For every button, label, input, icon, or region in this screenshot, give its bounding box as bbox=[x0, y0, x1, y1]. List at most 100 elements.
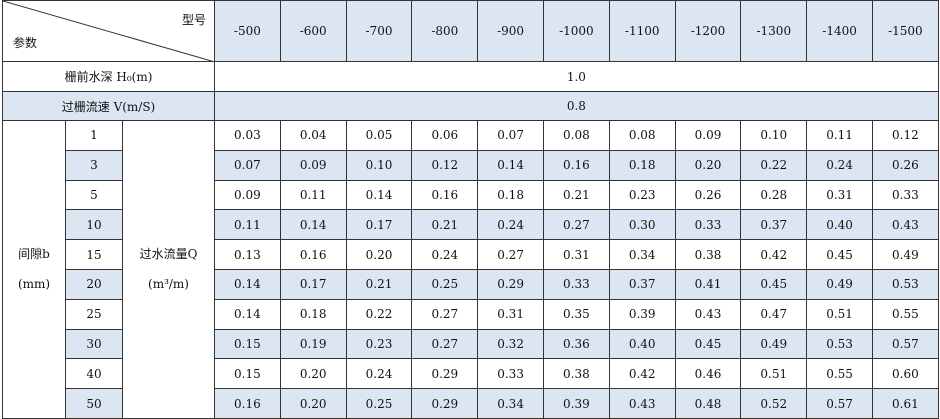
flow-value: 0.45 bbox=[806, 239, 873, 270]
table-row: 20 0.14 0.17 0.21 0.25 0.29 0.33 0.37 0.41 0.45 0.… bbox=[3, 268, 939, 300]
flow-value: 0.37 bbox=[740, 209, 808, 241]
flow-value: 0.08 bbox=[543, 120, 610, 151]
flow-value: 0.52 bbox=[740, 388, 808, 419]
flow-value: 0.23 bbox=[345, 328, 413, 360]
flow-name: 过水流量Q bbox=[139, 247, 198, 262]
table-row: 10 0.11 0.14 0.17 0.21 0.24 0.27 0.30 0.33 0.37 0.… bbox=[3, 209, 939, 241]
flow-value: 0.18 bbox=[608, 149, 676, 181]
flow-value: 0.49 bbox=[806, 268, 873, 300]
flow-value: 0.23 bbox=[608, 179, 676, 211]
corner-cell: 型号 参数 bbox=[1, 0, 216, 62]
flow-value: 0.35 bbox=[543, 298, 610, 330]
gap-label: 间隙b (mm) bbox=[2, 120, 66, 419]
flow-value: 0.15 bbox=[214, 328, 281, 360]
table-row: 过栅流速 V(m/S) 0.8 bbox=[1, 91, 939, 121]
flow-value: 0.05 bbox=[345, 120, 413, 151]
flow-value: 0.21 bbox=[411, 209, 479, 241]
flow-value: 0.18 bbox=[477, 179, 544, 211]
flow-value: 0.41 bbox=[674, 268, 742, 300]
flow-value: 0.42 bbox=[740, 239, 808, 270]
flow-value: 0.47 bbox=[740, 298, 808, 330]
flow-value: 0.27 bbox=[411, 328, 479, 360]
flow-value: 0.53 bbox=[806, 328, 873, 360]
flow-value: 0.16 bbox=[411, 179, 479, 211]
flow-value: 0.10 bbox=[345, 149, 413, 181]
flow-value: 0.49 bbox=[871, 239, 939, 270]
flow-value: 0.51 bbox=[806, 298, 873, 330]
flow-value: 0.11 bbox=[806, 120, 873, 151]
flow-value: 0.38 bbox=[543, 358, 610, 390]
flow-value: 0.14 bbox=[214, 268, 281, 300]
model-header: -1000 bbox=[543, 0, 610, 62]
table-row: 50 0.16 0.20 0.25 0.29 0.34 0.39 0.43 0.48 0.52 0.… bbox=[3, 388, 939, 419]
gap-value: 25 bbox=[65, 298, 123, 330]
flow-value: 0.09 bbox=[279, 149, 347, 181]
flow-value: 0.07 bbox=[214, 149, 281, 181]
gap-unit: (mm) bbox=[17, 277, 51, 292]
flow-value: 0.29 bbox=[411, 358, 479, 390]
model-header: -800 bbox=[411, 0, 479, 62]
flow-value: 0.16 bbox=[214, 388, 281, 419]
model-header: -1500 bbox=[871, 0, 939, 62]
flow-value: 0.14 bbox=[345, 179, 413, 211]
model-header: -1200 bbox=[674, 0, 742, 62]
flow-value: 0.14 bbox=[279, 209, 347, 241]
flow-value: 0.03 bbox=[214, 120, 281, 151]
flow-value: 0.29 bbox=[411, 388, 479, 419]
flow-value: 0.25 bbox=[345, 388, 413, 419]
model-header: -1400 bbox=[806, 0, 873, 62]
flow-value: 0.16 bbox=[543, 149, 610, 181]
gap-value: 20 bbox=[65, 268, 123, 300]
flow-value: 0.40 bbox=[806, 209, 873, 241]
table-row: 40 0.15 0.20 0.24 0.29 0.33 0.38 0.42 0.46 0.51 0.… bbox=[3, 358, 939, 390]
flow-value: 0.33 bbox=[543, 268, 610, 300]
flow-value: 0.43 bbox=[871, 209, 939, 241]
flow-value: 0.60 bbox=[871, 358, 939, 390]
flow-value: 0.27 bbox=[477, 239, 544, 270]
gap-value: 40 bbox=[65, 358, 123, 390]
table-row: 15 0.13 0.16 0.20 0.24 0.27 0.31 0.34 0.38 0.42 0.… bbox=[3, 239, 939, 270]
flow-value: 0.24 bbox=[345, 358, 413, 390]
flow-value: 0.07 bbox=[477, 120, 544, 151]
flow-value: 0.14 bbox=[214, 298, 281, 330]
diagonal bbox=[3, 1, 212, 61]
param-label: 过栅流速 V(m/S) bbox=[1, 91, 216, 121]
flow-value: 0.49 bbox=[740, 328, 808, 360]
flow-value: 0.55 bbox=[806, 358, 873, 390]
model-header: -900 bbox=[477, 0, 544, 62]
flow-value: 0.20 bbox=[279, 388, 347, 419]
flow-value: 0.13 bbox=[214, 239, 281, 270]
gap-name: 间隙b bbox=[18, 247, 50, 262]
flow-value: 0.31 bbox=[543, 239, 610, 270]
model-header: -600 bbox=[279, 0, 347, 62]
flow-value: 0.40 bbox=[608, 328, 676, 360]
flow-value: 0.37 bbox=[608, 268, 676, 300]
flow-value: 0.53 bbox=[871, 268, 939, 300]
flow-value: 0.17 bbox=[345, 209, 413, 241]
flow-value: 0.27 bbox=[411, 298, 479, 330]
flow-value: 0.09 bbox=[214, 179, 281, 211]
flow-value: 0.17 bbox=[279, 268, 347, 300]
table-row: 25 0.14 0.18 0.22 0.27 0.31 0.35 0.39 0.43 0.47 0.… bbox=[3, 298, 939, 330]
flow-value: 0.57 bbox=[806, 388, 873, 419]
model-header: -500 bbox=[214, 0, 281, 62]
model-header: -1300 bbox=[740, 0, 808, 62]
flow-value: 0.11 bbox=[279, 179, 347, 211]
flow-value: 0.31 bbox=[477, 298, 544, 330]
flow-value: 0.42 bbox=[608, 358, 676, 390]
flow-value: 0.48 bbox=[674, 388, 742, 419]
flow-value: 0.28 bbox=[740, 179, 808, 211]
flow-value: 0.21 bbox=[543, 179, 610, 211]
table-row: 30 0.15 0.19 0.23 0.27 0.32 0.36 0.40 0.45 0.49 0.… bbox=[3, 328, 939, 360]
flow-value: 0.26 bbox=[871, 149, 939, 181]
flow-value: 0.33 bbox=[674, 209, 742, 241]
flow-value: 0.45 bbox=[674, 328, 742, 360]
flow-value: 0.43 bbox=[608, 388, 676, 419]
flow-value: 0.19 bbox=[279, 328, 347, 360]
flow-value: 0.30 bbox=[608, 209, 676, 241]
param-value: 0.8 bbox=[214, 91, 939, 121]
flow-value: 0.24 bbox=[411, 239, 479, 270]
flow-unit: (m³/m) bbox=[148, 277, 189, 292]
flow-value: 0.24 bbox=[477, 209, 544, 241]
